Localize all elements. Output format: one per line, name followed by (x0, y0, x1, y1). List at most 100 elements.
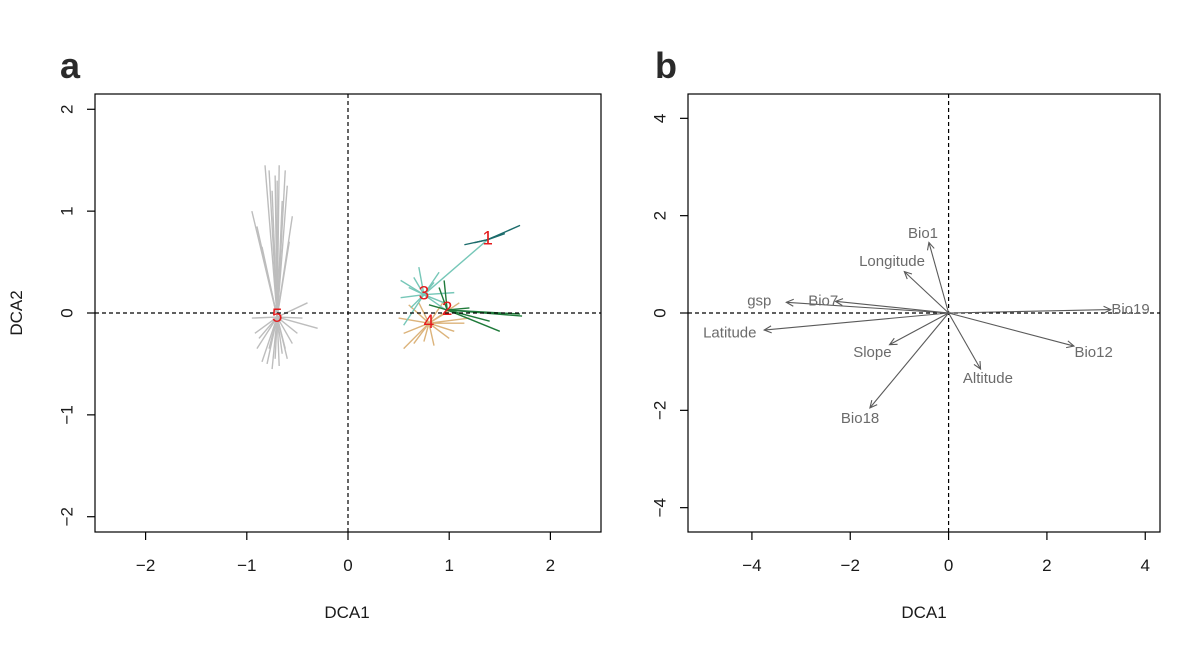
cluster-5-spoke (276, 316, 286, 349)
vector-bio18 (869, 312, 950, 409)
cluster-4-spoke (398, 317, 430, 324)
cluster-3-spoke (423, 291, 455, 296)
cluster-4-spoke (428, 323, 435, 346)
vector-altitude (948, 312, 982, 370)
vector-bio1 (928, 242, 950, 314)
vector-slope (889, 312, 949, 346)
panel-b-xlabel: DCA1 (901, 603, 946, 622)
cluster-5-spoke (256, 316, 278, 350)
cluster-2-spoke (447, 307, 470, 311)
cluster-2-spoke (443, 280, 448, 311)
y-tick-label: 0 (57, 308, 76, 317)
cluster-1-label: 1 (482, 229, 493, 250)
cluster-5-spoke (276, 316, 293, 344)
cluster-3-spoke (413, 276, 425, 296)
cluster-2-spoke (428, 304, 448, 311)
x-tick-label: 1 (444, 556, 453, 575)
panel-b-letter: b (655, 45, 677, 86)
vector-longitude-label: Longitude (859, 253, 925, 270)
vector-bio18-arrowhead (869, 400, 878, 409)
vector-bio7 (835, 300, 949, 314)
x-tick-label: 2 (1042, 556, 1051, 575)
cluster-1-spoke (474, 238, 488, 244)
y-tick-label: 2 (57, 105, 76, 114)
cluster-2-spoke (446, 309, 490, 322)
vector-latitude-arrowhead (762, 325, 772, 334)
panel-a-xlabel: DCA1 (324, 603, 369, 622)
cluster-3-label: 3 (419, 284, 430, 305)
vector-bio18-label: Bio18 (841, 410, 879, 427)
x-tick-label: −2 (136, 556, 155, 575)
y-tick-label: 2 (650, 211, 669, 220)
vector-bio12 (948, 312, 1075, 347)
vector-slope-label: Slope (853, 344, 891, 361)
x-tick-label: 0 (944, 556, 953, 575)
cluster-5-label: 5 (272, 306, 283, 327)
y-tick-label: −4 (650, 498, 669, 517)
vector-slope-arrowhead (888, 337, 898, 346)
cluster-3-spoke (423, 294, 445, 304)
vector-bio7-label: Bio7 (808, 292, 838, 309)
cluster-4-spoke (428, 317, 470, 324)
cluster-5-spoke (268, 316, 278, 349)
panel-b: b DCA1 Bio1 Longitude gsp Bio7 Latitude Slope… (650, 45, 1161, 622)
cluster-2-label: 2 (442, 299, 453, 320)
cluster-3-spoke (410, 294, 425, 309)
cluster-5-spoke (276, 165, 280, 318)
x-tick-label: −1 (237, 556, 256, 575)
panel-b-marks: Bio1 Longitude gsp Bio7 Latitude Slope Bio18 Al… (688, 94, 1160, 532)
cluster-3-spoke (408, 286, 425, 296)
panel-b-axes: −4 −2 0 2 4 −4 −2 0 2 4 (650, 93, 1161, 575)
cluster-5-spoke (251, 316, 278, 319)
panel-a-ylabel: DCA2 (7, 290, 26, 335)
cluster-4-spoke (428, 300, 445, 324)
cluster-5-spoke (258, 316, 278, 339)
vector-longitude-arrowhead (903, 270, 913, 280)
vector-bio19-arrowhead (1103, 305, 1113, 314)
cluster-5-spoke (276, 302, 308, 318)
cluster-5-spoke (276, 241, 290, 318)
x-tick-label: 2 (546, 556, 555, 575)
cluster-4-spoke (403, 322, 430, 335)
vector-gsp-arrowhead (785, 298, 794, 307)
x-tick-label: 0 (343, 556, 352, 575)
cluster-5-spoke (276, 317, 280, 366)
x-tick-label: −4 (742, 556, 761, 575)
vector-bio7-arrowhead (834, 298, 844, 306)
cluster-4-spoke (428, 322, 450, 340)
vector-gsp (786, 301, 949, 314)
vector-latitude (764, 312, 949, 331)
cluster-3-spoke (400, 293, 424, 299)
cluster-5-spoke (254, 316, 278, 334)
cluster-4-spoke (418, 302, 430, 324)
cluster-2-spoke (438, 287, 448, 311)
cluster-3-spoke (418, 267, 425, 295)
cluster-5-spoke (276, 185, 288, 318)
cluster-3-spoke (423, 281, 435, 296)
cluster-5-spoke (261, 246, 278, 318)
vector-bio1-arrowhead (926, 241, 935, 251)
y-tick-label: 4 (650, 114, 669, 123)
cluster-4-spoke (428, 322, 455, 333)
vector-bio19-label: Bio19 (1111, 301, 1149, 318)
panel-a-axes: −2 −1 0 1 2 −2 −1 0 1 2 (57, 93, 602, 575)
cluster-4-label: 4 (424, 312, 435, 333)
y-tick-label: −2 (650, 401, 669, 420)
y-tick-label: −1 (57, 405, 76, 424)
vector-bio12-arrowhead (1066, 340, 1076, 349)
vector-gsp-label: gsp (747, 292, 771, 309)
vector-altitude-label: Altitude (963, 370, 1013, 387)
cluster-4-spoke (408, 304, 430, 324)
cluster-5-spoke (277, 316, 303, 319)
vector-bio1-label: Bio1 (908, 225, 938, 242)
y-tick-label: 1 (57, 206, 76, 215)
vector-altitude-arrowhead (973, 360, 982, 371)
cluster-5-spoke (276, 316, 318, 329)
cluster-3-spoke (403, 294, 425, 326)
vector-latitude-label: Latitude (703, 324, 756, 341)
y-tick-label: −2 (57, 507, 76, 526)
cluster-4-spoke (423, 322, 430, 342)
